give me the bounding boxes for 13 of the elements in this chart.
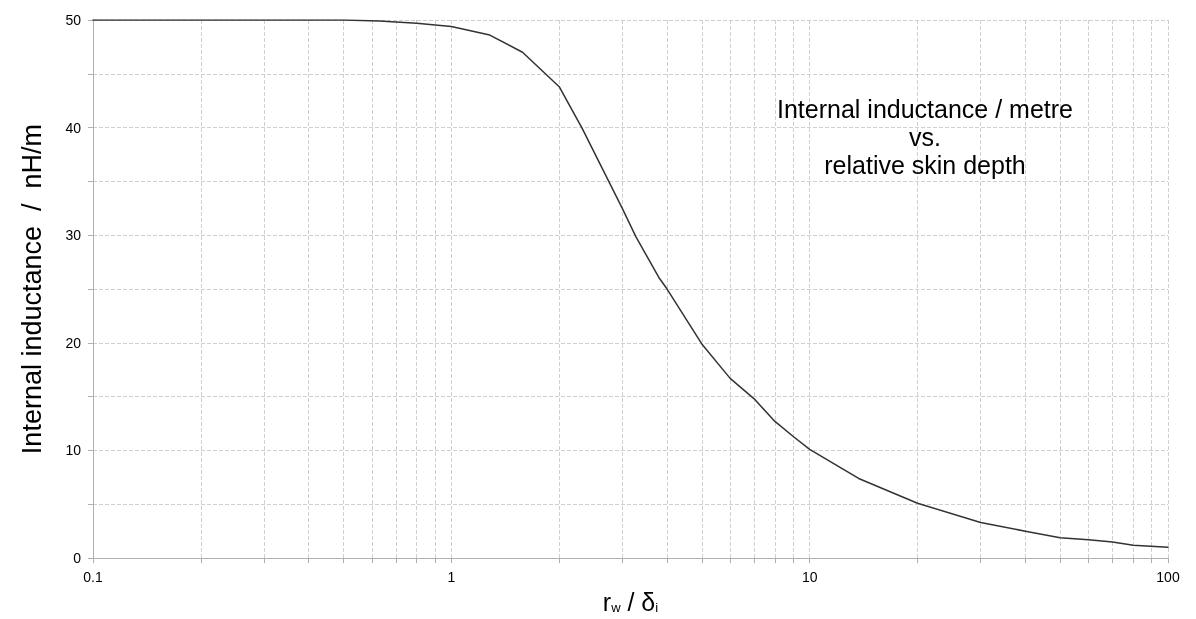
text: Internal inductance / metre vs. relative skin depth xyxy=(777,95,1073,179)
x-tick-label: 0.1 xyxy=(83,569,103,586)
x-tick-label: 100 xyxy=(1156,569,1180,586)
y-tick-label: 30 xyxy=(65,227,82,244)
y-tick-label: 10 xyxy=(65,442,82,459)
y-tick-label: 0 xyxy=(73,550,82,567)
y-tick-label: 20 xyxy=(65,334,82,351)
y-tick-label: 50 xyxy=(65,12,82,28)
x-axis-title: rw / δi xyxy=(602,587,659,616)
y-axis-title: Internal inductance / nH/m xyxy=(16,123,47,455)
y-tick-label: 40 xyxy=(65,119,82,136)
x-tick-label: 1 xyxy=(447,569,456,586)
x-tick-label: 10 xyxy=(801,569,818,586)
